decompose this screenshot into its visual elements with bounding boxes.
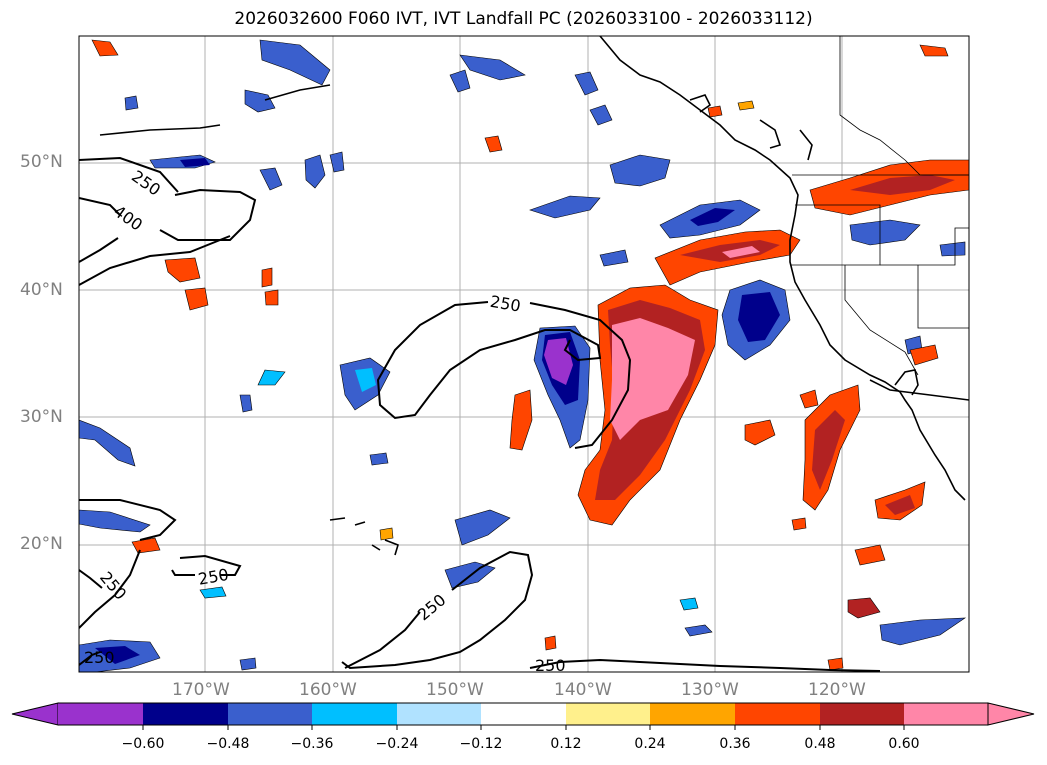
colorbar-tick-label: 0.60 [888,736,920,752]
lat-tick-label: 30°N [20,407,63,427]
contour-label: 250 [96,568,130,604]
contour-label: 250 [414,590,450,624]
colorbar-tick-label: −0.60 [121,736,165,752]
colorbar-tick-label: −0.36 [290,736,334,752]
colorbar [11,702,1035,730]
lat-tick-label: 50°N [20,152,63,172]
contour-label: 250 [535,656,566,675]
map-content [79,36,969,672]
lon-tick-label: 170°W [172,680,230,700]
political-borders [790,36,969,376]
colorbar-tick-label: −0.24 [375,736,419,752]
lon-tick-label: 140°W [554,680,612,700]
contour-label: 250 [84,648,115,667]
ivt-contours [79,156,881,672]
colorbar-tick-label: −0.48 [206,736,250,752]
map-title: 2026032600 F060 IVT, IVT Landfall PC (20… [234,9,813,29]
contour-label: 400 [110,201,146,234]
coastlines [99,36,969,556]
lon-tick-label: 130°W [681,680,739,700]
negative-pc-regions [79,39,967,672]
colorbar-tick-label: −0.12 [459,736,503,752]
colorbar-tick-label: 0.12 [550,736,582,752]
colorbar-tick-label: 0.36 [719,736,751,752]
positive-pc-regions [91,39,969,671]
lat-tick-label: 20°N [20,534,63,554]
colorbar-tick-label: 0.48 [804,736,836,752]
lon-tick-label: 160°W [299,680,357,700]
lat-tick-label: 40°N [20,280,63,300]
lon-tick-label: 150°W [426,680,484,700]
map-frame [78,35,970,673]
colorbar-tick-label: 0.24 [634,736,666,752]
contour-label: 250 [489,292,522,316]
contour-label: 250 [197,565,230,589]
lon-tick-label: 120°W [808,680,866,700]
contour-labels: 250 400 250 250 250 250 250 250 [84,166,566,675]
